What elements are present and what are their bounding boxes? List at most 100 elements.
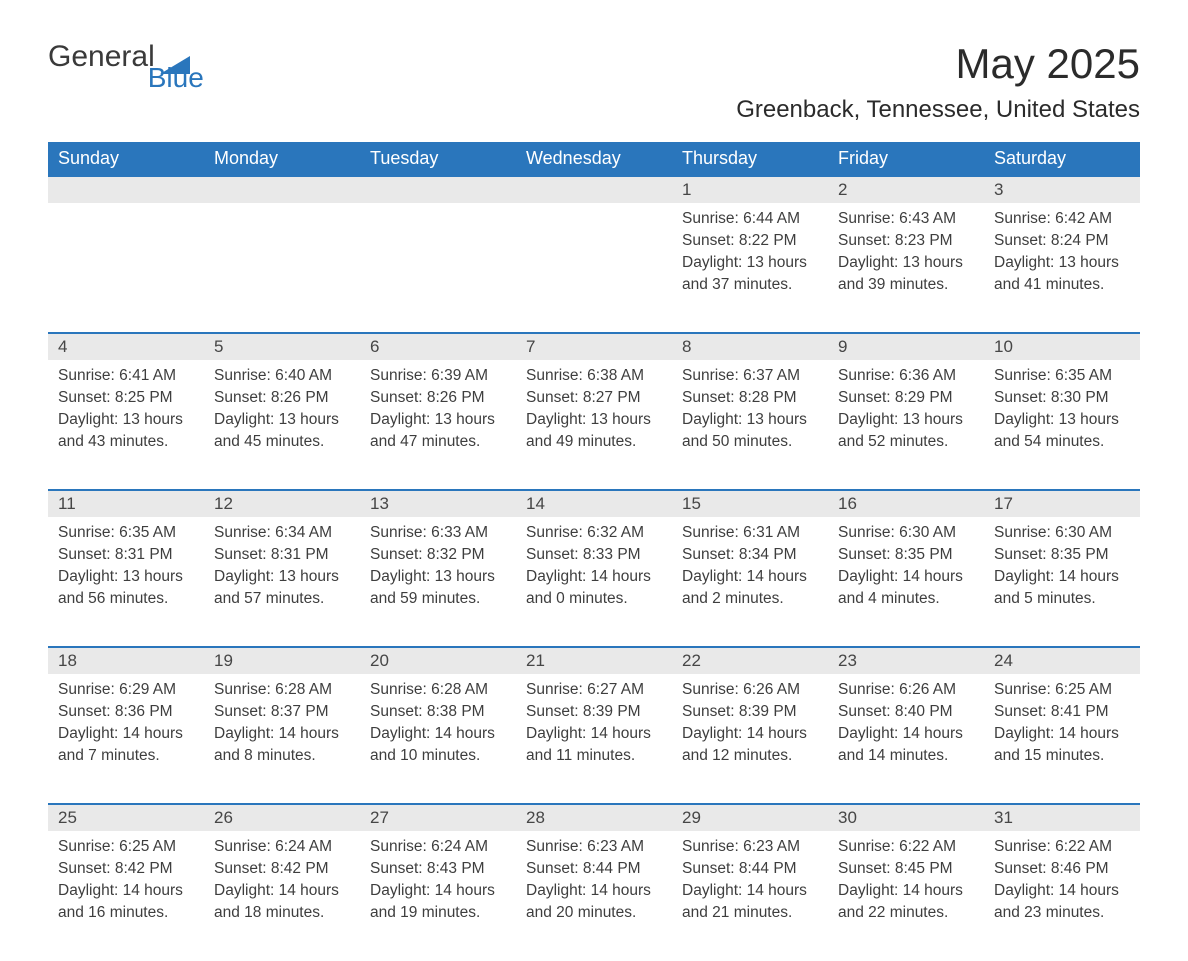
day-number: 15 xyxy=(672,491,828,517)
sunrise-text: Sunrise: 6:32 AM xyxy=(526,523,662,544)
day-number xyxy=(516,177,672,203)
weekday-header: Saturday xyxy=(984,142,1140,176)
week-content-row: Sunrise: 6:35 AMSunset: 8:31 PMDaylight:… xyxy=(48,517,1140,647)
sunset-text: Sunset: 8:36 PM xyxy=(58,702,194,723)
sunrise-text: Sunrise: 6:23 AM xyxy=(526,837,662,858)
day-cell xyxy=(48,203,204,333)
sunset-text: Sunset: 8:23 PM xyxy=(838,231,974,252)
sunrise-text: Sunrise: 6:29 AM xyxy=(58,680,194,701)
location-subtitle: Greenback, Tennessee, United States xyxy=(48,96,1140,124)
sunset-text: Sunset: 8:38 PM xyxy=(370,702,506,723)
daylight-text: and 23 minutes. xyxy=(994,903,1130,924)
daylight-text: Daylight: 14 hours xyxy=(526,567,662,588)
day-number: 22 xyxy=(672,648,828,674)
sunrise-text: Sunrise: 6:23 AM xyxy=(682,837,818,858)
day-cell: Sunrise: 6:27 AMSunset: 8:39 PMDaylight:… xyxy=(516,674,672,804)
day-number: 10 xyxy=(984,334,1140,360)
daylight-text: and 52 minutes. xyxy=(838,432,974,453)
day-cell: Sunrise: 6:38 AMSunset: 8:27 PMDaylight:… xyxy=(516,360,672,490)
day-number-row: 18192021222324 xyxy=(48,647,1140,674)
sunset-text: Sunset: 8:42 PM xyxy=(58,859,194,880)
sunset-text: Sunset: 8:26 PM xyxy=(370,388,506,409)
day-cell: Sunrise: 6:39 AMSunset: 8:26 PMDaylight:… xyxy=(360,360,516,490)
brand-name-2: Blue xyxy=(148,62,204,94)
daylight-text: Daylight: 13 hours xyxy=(682,253,818,274)
sunrise-text: Sunrise: 6:26 AM xyxy=(838,680,974,701)
weekday-header: Thursday xyxy=(672,142,828,176)
day-cell: Sunrise: 6:34 AMSunset: 8:31 PMDaylight:… xyxy=(204,517,360,647)
day-number: 31 xyxy=(984,805,1140,831)
day-cell: Sunrise: 6:32 AMSunset: 8:33 PMDaylight:… xyxy=(516,517,672,647)
sunrise-text: Sunrise: 6:40 AM xyxy=(214,366,350,387)
sunset-text: Sunset: 8:28 PM xyxy=(682,388,818,409)
sunset-text: Sunset: 8:46 PM xyxy=(994,859,1130,880)
day-cell: Sunrise: 6:41 AMSunset: 8:25 PMDaylight:… xyxy=(48,360,204,490)
day-cell: Sunrise: 6:35 AMSunset: 8:30 PMDaylight:… xyxy=(984,360,1140,490)
daylight-text: and 12 minutes. xyxy=(682,746,818,767)
daylight-text: and 7 minutes. xyxy=(58,746,194,767)
day-number: 24 xyxy=(984,648,1140,674)
daylight-text: Daylight: 13 hours xyxy=(214,410,350,431)
daylight-text: Daylight: 14 hours xyxy=(994,567,1130,588)
daylight-text: and 43 minutes. xyxy=(58,432,194,453)
brand-name-1: General xyxy=(48,40,155,74)
daylight-text: and 11 minutes. xyxy=(526,746,662,767)
sunrise-text: Sunrise: 6:26 AM xyxy=(682,680,818,701)
day-cell: Sunrise: 6:28 AMSunset: 8:37 PMDaylight:… xyxy=(204,674,360,804)
day-cell: Sunrise: 6:26 AMSunset: 8:40 PMDaylight:… xyxy=(828,674,984,804)
sunrise-text: Sunrise: 6:34 AM xyxy=(214,523,350,544)
daylight-text: and 39 minutes. xyxy=(838,275,974,296)
daylight-text: Daylight: 14 hours xyxy=(370,724,506,745)
day-number: 2 xyxy=(828,177,984,203)
day-number: 9 xyxy=(828,334,984,360)
daylight-text: Daylight: 14 hours xyxy=(994,881,1130,902)
sunset-text: Sunset: 8:35 PM xyxy=(994,545,1130,566)
sunset-text: Sunset: 8:26 PM xyxy=(214,388,350,409)
daylight-text: and 54 minutes. xyxy=(994,432,1130,453)
sunset-text: Sunset: 8:35 PM xyxy=(838,545,974,566)
daylight-text: Daylight: 14 hours xyxy=(526,881,662,902)
daylight-text: and 21 minutes. xyxy=(682,903,818,924)
daylight-text: Daylight: 13 hours xyxy=(370,567,506,588)
weekday-header: Wednesday xyxy=(516,142,672,176)
calendar-table: Sunday Monday Tuesday Wednesday Thursday… xyxy=(48,142,1140,961)
daylight-text: Daylight: 14 hours xyxy=(838,567,974,588)
sunset-text: Sunset: 8:41 PM xyxy=(994,702,1130,723)
day-cell: Sunrise: 6:26 AMSunset: 8:39 PMDaylight:… xyxy=(672,674,828,804)
daylight-text: and 4 minutes. xyxy=(838,589,974,610)
daylight-text: and 22 minutes. xyxy=(838,903,974,924)
day-cell: Sunrise: 6:31 AMSunset: 8:34 PMDaylight:… xyxy=(672,517,828,647)
sunrise-text: Sunrise: 6:44 AM xyxy=(682,209,818,230)
day-cell: Sunrise: 6:25 AMSunset: 8:41 PMDaylight:… xyxy=(984,674,1140,804)
day-cell xyxy=(204,203,360,333)
daylight-text: Daylight: 14 hours xyxy=(682,724,818,745)
day-cell: Sunrise: 6:25 AMSunset: 8:42 PMDaylight:… xyxy=(48,831,204,961)
day-number: 30 xyxy=(828,805,984,831)
daylight-text: Daylight: 14 hours xyxy=(370,881,506,902)
daylight-text: and 20 minutes. xyxy=(526,903,662,924)
sunset-text: Sunset: 8:39 PM xyxy=(682,702,818,723)
page-title: May 2025 xyxy=(956,40,1140,88)
day-number xyxy=(204,177,360,203)
sunset-text: Sunset: 8:44 PM xyxy=(526,859,662,880)
day-number: 16 xyxy=(828,491,984,517)
daylight-text: and 14 minutes. xyxy=(838,746,974,767)
daylight-text: and 0 minutes. xyxy=(526,589,662,610)
brand-logo: General Blue xyxy=(48,40,248,82)
sunset-text: Sunset: 8:22 PM xyxy=(682,231,818,252)
sunrise-text: Sunrise: 6:22 AM xyxy=(838,837,974,858)
sunset-text: Sunset: 8:37 PM xyxy=(214,702,350,723)
sunset-text: Sunset: 8:32 PM xyxy=(370,545,506,566)
day-cell: Sunrise: 6:43 AMSunset: 8:23 PMDaylight:… xyxy=(828,203,984,333)
day-number: 13 xyxy=(360,491,516,517)
day-number: 23 xyxy=(828,648,984,674)
day-cell xyxy=(516,203,672,333)
sunrise-text: Sunrise: 6:25 AM xyxy=(994,680,1130,701)
daylight-text: Daylight: 14 hours xyxy=(682,881,818,902)
daylight-text: Daylight: 14 hours xyxy=(994,724,1130,745)
sunrise-text: Sunrise: 6:43 AM xyxy=(838,209,974,230)
day-cell: Sunrise: 6:22 AMSunset: 8:46 PMDaylight:… xyxy=(984,831,1140,961)
daylight-text: and 47 minutes. xyxy=(370,432,506,453)
daylight-text: and 56 minutes. xyxy=(58,589,194,610)
daylight-text: Daylight: 13 hours xyxy=(58,410,194,431)
